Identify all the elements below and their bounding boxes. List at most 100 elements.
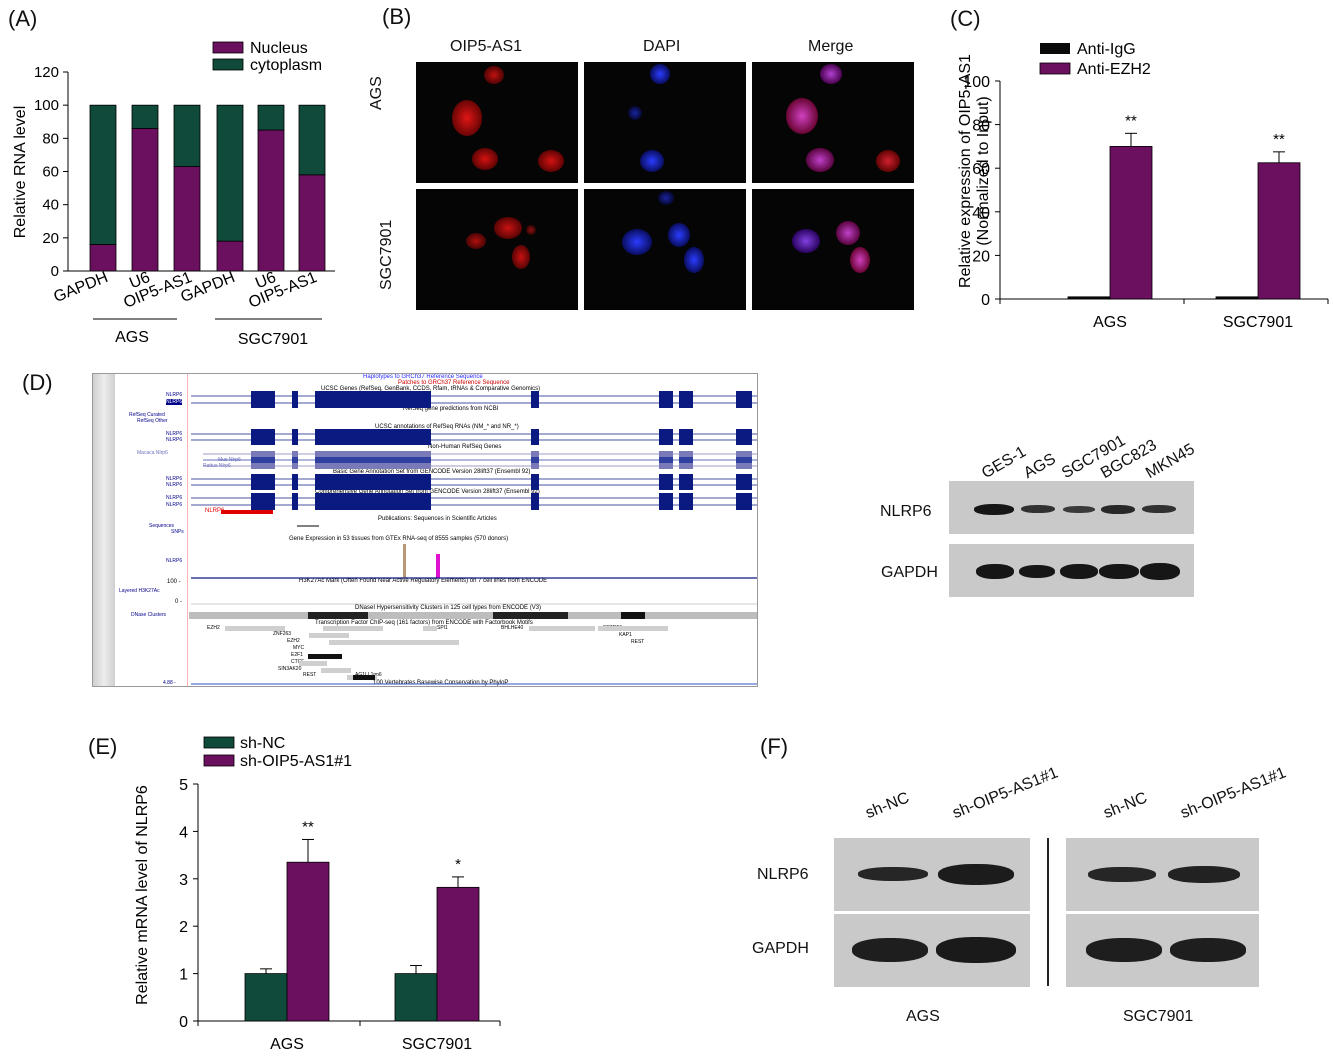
gene-exon bbox=[679, 493, 693, 503]
gene-exon bbox=[531, 480, 539, 490]
e-bar-treated bbox=[436, 886, 480, 1022]
dnase-cluster bbox=[189, 612, 757, 619]
image-ags-oip5 bbox=[416, 62, 578, 183]
ortholog-exon bbox=[531, 457, 539, 463]
panel-d-genome-browser: Haplotypes to GRCh37 Reference Sequence … bbox=[92, 373, 758, 687]
a-xtick-label: U6 bbox=[127, 269, 152, 292]
e-xtick-label: AGS bbox=[270, 1036, 304, 1053]
browser-tracks bbox=[189, 391, 757, 685]
ortholog-exon bbox=[679, 451, 693, 457]
c-ylabel-2: (Normalized to Input) bbox=[975, 96, 992, 245]
a-bar-nucleus bbox=[298, 174, 326, 272]
ortholog-exon bbox=[531, 463, 539, 469]
gene-exon bbox=[315, 500, 431, 510]
gene-exon bbox=[292, 500, 298, 510]
c-bar-treated bbox=[1257, 162, 1301, 300]
gene-exon bbox=[251, 493, 275, 503]
ortholog-exon bbox=[736, 451, 752, 457]
c-significance: ** bbox=[1273, 131, 1285, 148]
c-ytick-label: 60 bbox=[972, 161, 990, 178]
gene-exon bbox=[736, 435, 752, 445]
gene-exon bbox=[531, 493, 539, 503]
tfbs-cluster bbox=[529, 626, 595, 631]
gene-exon bbox=[531, 474, 539, 484]
browser-track-patches: Patches to GRCh37 Reference Sequence bbox=[398, 380, 510, 386]
gene-exon bbox=[292, 474, 298, 484]
gene-exon bbox=[679, 435, 693, 445]
e-bar-treated bbox=[286, 861, 330, 1022]
gene-exon bbox=[659, 500, 673, 510]
blot-f-ags-nlrp6 bbox=[834, 838, 1030, 911]
gene-exon bbox=[251, 480, 275, 490]
ortholog-exon bbox=[679, 463, 693, 469]
gene-exon bbox=[292, 493, 298, 503]
a-legend-swatch-nucleus bbox=[212, 41, 244, 54]
e-bar-control bbox=[394, 973, 438, 1022]
lane-label-ges1: GES-1 bbox=[979, 443, 1030, 483]
a-ytick-label: 60 bbox=[42, 164, 59, 181]
c-legend-igg: Anti-IgG bbox=[1077, 41, 1136, 58]
a-ytick-label: 100 bbox=[34, 97, 59, 114]
dnase-cluster bbox=[621, 612, 645, 619]
e-ytick-label: 4 bbox=[179, 824, 188, 841]
gene-exon bbox=[659, 474, 673, 484]
a-legend-nucleus: Nucleus bbox=[250, 40, 308, 57]
col-label-dapi: DAPI bbox=[643, 38, 681, 55]
c-legend-ezh2: Anti-EZH2 bbox=[1077, 61, 1151, 78]
row-label-sgc7901: SGC7901 bbox=[378, 219, 395, 290]
gene-exon bbox=[736, 474, 752, 484]
e-legend-swatch-shnc bbox=[203, 736, 235, 749]
c-bar-control bbox=[1067, 296, 1111, 300]
pub-bar bbox=[221, 510, 273, 514]
tfbs-cluster bbox=[299, 661, 327, 666]
gene-exon bbox=[315, 480, 431, 490]
c-xtick-label: SGC7901 bbox=[1223, 314, 1293, 331]
chart-a-stacked-bar: 0 20 40 60 80 100 120 Relative RNA level GAPDH U6… bbox=[12, 40, 335, 348]
ortholog-exon bbox=[315, 463, 431, 469]
gene-exon bbox=[736, 391, 752, 401]
c-xtick-label: AGS bbox=[1093, 314, 1127, 331]
gene-exon bbox=[251, 398, 275, 408]
gene-exon bbox=[659, 391, 673, 401]
ortholog-exon bbox=[251, 457, 275, 463]
gene-exon bbox=[315, 391, 431, 401]
a-ytick-label: 0 bbox=[51, 263, 59, 280]
gene-exon bbox=[736, 429, 752, 439]
a-bar-cytoplasm bbox=[257, 104, 285, 131]
e-ylabel: Relative mRNA level of NLRP6 bbox=[134, 785, 151, 1005]
ortholog-exon bbox=[679, 457, 693, 463]
gtex-bar bbox=[436, 554, 440, 578]
c-ytick-label: 20 bbox=[972, 248, 990, 265]
ortholog-exon bbox=[315, 457, 431, 463]
gene-exon bbox=[531, 500, 539, 510]
e-ytick-label: 3 bbox=[179, 872, 188, 889]
blot-row-gapdh: GAPDH bbox=[881, 564, 938, 581]
c-ytick-label: 100 bbox=[963, 74, 990, 91]
a-ytick-label: 80 bbox=[42, 130, 59, 147]
c-ytick-label: 0 bbox=[981, 292, 990, 309]
c-ytick-label: 40 bbox=[972, 205, 990, 222]
dnase-cluster bbox=[493, 612, 568, 619]
image-sgc-oip5 bbox=[416, 189, 578, 310]
ortholog-exon bbox=[659, 463, 673, 469]
f-lane-label-4: sh-OIP5-AS1#1 bbox=[1178, 764, 1289, 823]
e-legend-shnc: sh-NC bbox=[240, 735, 285, 752]
a-legend-swatch-cytoplasm bbox=[212, 58, 244, 71]
e-ytick-label: 1 bbox=[179, 967, 188, 984]
a-ytick-label: 20 bbox=[42, 230, 59, 247]
blot-f-ags-gapdh bbox=[834, 914, 1030, 987]
a-bar-cytoplasm bbox=[216, 104, 244, 242]
ortholog-exon bbox=[292, 457, 298, 463]
e-legend-sh: sh-OIP5-AS1#1 bbox=[240, 753, 352, 770]
gene-exon bbox=[315, 493, 431, 503]
e-ytick-label: 5 bbox=[179, 777, 188, 794]
a-bar-cytoplasm bbox=[89, 104, 117, 245]
col-label-merge: Merge bbox=[808, 38, 854, 55]
c-ylabel: Relative expression of OIP5-AS1 bbox=[957, 54, 974, 288]
blot-d-gapdh bbox=[949, 544, 1194, 597]
a-legend-cytoplasm: cytoplasm bbox=[250, 57, 322, 74]
gene-exon bbox=[251, 391, 275, 401]
ortholog-exon bbox=[292, 463, 298, 469]
gene-exon bbox=[679, 474, 693, 484]
tfbs-cluster bbox=[321, 668, 351, 673]
